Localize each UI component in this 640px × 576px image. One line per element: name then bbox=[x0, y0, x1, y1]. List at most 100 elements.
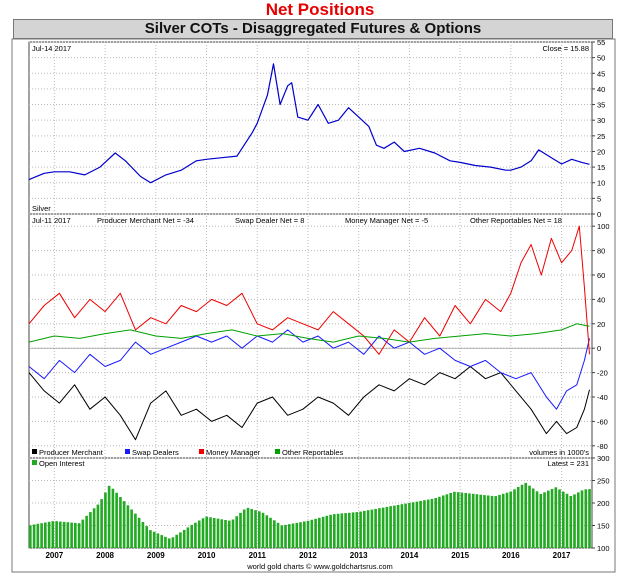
oi-bar bbox=[284, 524, 287, 548]
oi-bar bbox=[539, 494, 543, 548]
oi-bar bbox=[434, 498, 438, 548]
oi-bar bbox=[565, 493, 569, 548]
oi-bar bbox=[408, 502, 411, 548]
oi-bar bbox=[516, 487, 520, 548]
oi-bar bbox=[205, 516, 209, 548]
producer-merchant-line bbox=[28, 366, 590, 441]
oi-bar bbox=[404, 503, 407, 548]
x-tick-label: 2013 bbox=[350, 551, 368, 560]
oi-bar bbox=[430, 498, 434, 548]
oi-bar bbox=[261, 512, 265, 548]
oi-bar bbox=[111, 488, 115, 548]
cot-net-label: Money Manager Net = -5 bbox=[345, 216, 428, 225]
oi-bar bbox=[573, 494, 576, 548]
x-tick-label: 2012 bbox=[299, 551, 317, 560]
oi-bar bbox=[122, 501, 126, 548]
y-tick-label: 60 bbox=[597, 271, 605, 280]
oi-bar bbox=[554, 487, 558, 548]
oi-bar bbox=[137, 517, 141, 548]
y-tick-label: 35 bbox=[597, 101, 605, 110]
y-tick-label: 55 bbox=[597, 38, 605, 47]
oi-bar bbox=[269, 517, 272, 548]
oi-bar bbox=[344, 513, 347, 548]
oi-bar bbox=[310, 519, 314, 548]
oi-bar bbox=[348, 512, 351, 548]
oi-bar bbox=[96, 504, 100, 548]
oi-bar bbox=[363, 510, 366, 548]
oi-bar bbox=[562, 491, 565, 548]
money-manager-line bbox=[28, 225, 590, 355]
x-tick-label: 2010 bbox=[198, 551, 216, 560]
oi-bar bbox=[134, 513, 137, 548]
oi-bar bbox=[505, 492, 509, 548]
oi-bar bbox=[400, 504, 404, 548]
oi-bar bbox=[212, 518, 216, 548]
x-tick-label: 2014 bbox=[401, 551, 419, 560]
y-tick-label: 150 bbox=[597, 522, 610, 531]
oi-bar bbox=[224, 520, 227, 548]
legend-label: Producer Merchant bbox=[39, 448, 104, 457]
oi-bar bbox=[239, 512, 242, 548]
oi-bar bbox=[321, 516, 325, 548]
oi-bar bbox=[543, 492, 546, 548]
x-tick-label: 2017 bbox=[553, 551, 571, 560]
oi-bar bbox=[340, 513, 344, 548]
page-heading: Net Positions bbox=[265, 0, 375, 19]
oi-bar bbox=[306, 520, 310, 548]
oi-bar bbox=[494, 496, 498, 548]
oi-bar bbox=[333, 514, 336, 548]
y-tick-label: 200 bbox=[597, 499, 610, 508]
legend-label: Swap Dealers bbox=[132, 448, 179, 457]
oi-bar bbox=[378, 508, 381, 548]
price-panel bbox=[28, 41, 593, 215]
oi-bar bbox=[483, 495, 486, 548]
oi-legend-swatch bbox=[32, 460, 37, 465]
x-tick-label: 2007 bbox=[45, 551, 63, 560]
oi-bar bbox=[441, 495, 445, 548]
oi-bar bbox=[464, 493, 468, 548]
y-tick-label: -80 bbox=[597, 442, 608, 451]
oi-bar bbox=[479, 494, 483, 548]
oi-bar bbox=[227, 520, 231, 548]
cot-net-label: Other Reportables Net = 18 bbox=[470, 216, 562, 225]
oi-bar bbox=[175, 534, 179, 548]
y-tick-label: 20 bbox=[597, 147, 605, 156]
price-date-label: Jul-14 2017 bbox=[32, 44, 71, 53]
oi-bar bbox=[254, 510, 257, 548]
oi-bar bbox=[62, 521, 66, 548]
x-tick-label: 2008 bbox=[96, 551, 114, 560]
y-tick-label: 40 bbox=[597, 295, 605, 304]
oi-bar bbox=[190, 524, 194, 548]
oi-bar bbox=[468, 493, 471, 548]
legend-swatch bbox=[32, 449, 37, 454]
oi-bar bbox=[584, 489, 588, 548]
oi-bar bbox=[531, 488, 535, 548]
legend-swatch bbox=[275, 449, 280, 454]
y-tick-label: 0 bbox=[597, 344, 601, 353]
oi-bar bbox=[77, 523, 81, 548]
oi-bar bbox=[231, 519, 235, 548]
oi-bar bbox=[423, 500, 426, 548]
y-tick-label: 20 bbox=[597, 320, 605, 329]
oi-bar bbox=[235, 516, 239, 548]
oi-bar bbox=[524, 482, 528, 548]
oi-bar bbox=[449, 493, 453, 548]
oi-bar bbox=[66, 522, 70, 548]
y-tick-label: 300 bbox=[597, 454, 610, 463]
footer-credit: world gold charts © www.goldchartsrus.co… bbox=[246, 562, 393, 571]
oi-bar bbox=[411, 502, 415, 548]
oi-bar bbox=[577, 492, 580, 548]
oi-bar bbox=[201, 518, 205, 548]
oi-bar bbox=[471, 493, 475, 548]
oi-bar bbox=[355, 512, 359, 548]
y-tick-label: -20 bbox=[597, 369, 608, 378]
oi-bar bbox=[288, 524, 291, 548]
oi-bar bbox=[509, 491, 513, 548]
oi-bar bbox=[246, 507, 250, 548]
oi-bar bbox=[558, 489, 561, 548]
oi-bar bbox=[486, 495, 490, 548]
oi-legend-label: Open Interest bbox=[39, 459, 85, 468]
oi-bar bbox=[197, 520, 201, 548]
oi-bar bbox=[438, 496, 441, 548]
